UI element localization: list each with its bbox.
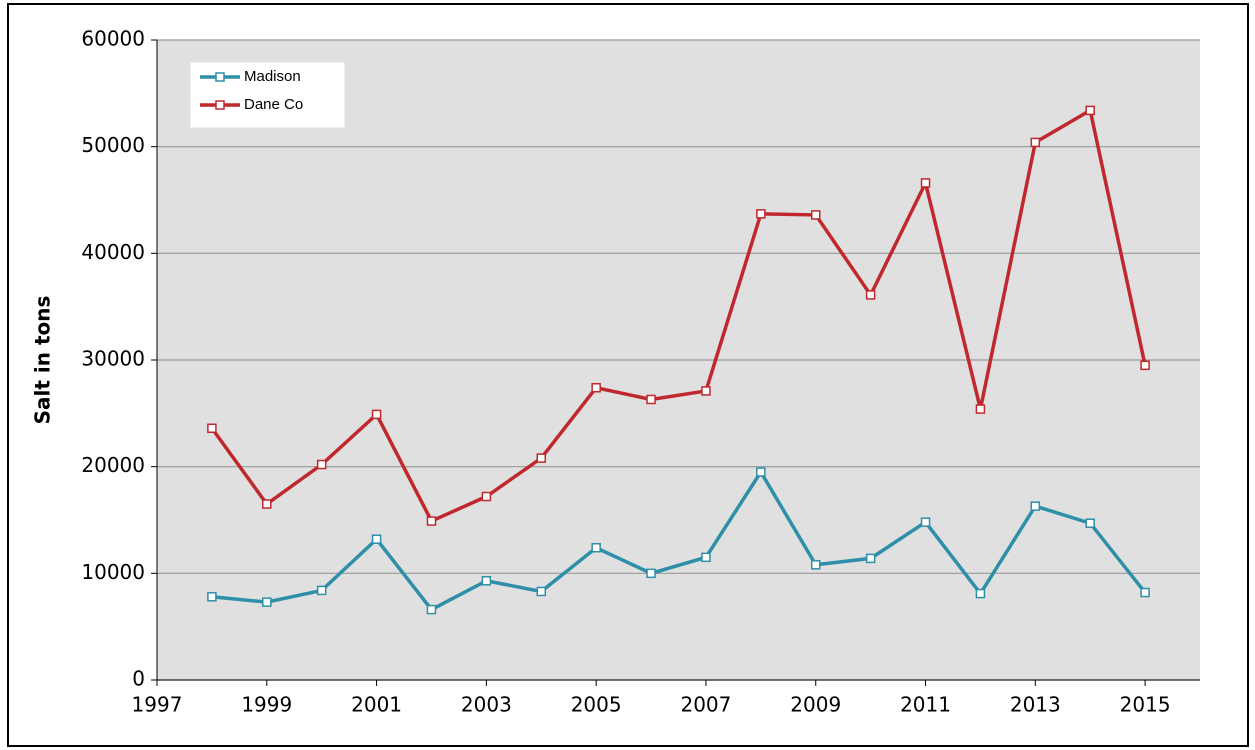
- x-tick-label: 2013: [1010, 693, 1061, 717]
- point-marker: [1030, 501, 1041, 511]
- point-marker: [262, 597, 272, 607]
- legend-label: Madison: [244, 68, 301, 85]
- y-tick-label: 40000: [81, 240, 145, 264]
- point-marker: [1140, 587, 1150, 598]
- x-tick-label: 2007: [680, 693, 731, 717]
- point-marker: [426, 516, 437, 526]
- y-axis-label: Salt in tons: [31, 296, 55, 425]
- point-marker: [646, 394, 656, 405]
- point-marker: [536, 586, 547, 597]
- point-marker: [975, 588, 986, 599]
- point-marker: [756, 467, 766, 477]
- point-marker: [481, 576, 492, 586]
- point-marker: [1085, 518, 1095, 528]
- y-tick-label: 50000: [81, 133, 145, 157]
- y-tick-label: 10000: [81, 560, 145, 584]
- series-line: [211, 468, 1147, 612]
- series-line: [210, 107, 1147, 524]
- point-marker: [316, 459, 327, 470]
- y-tick-label: 30000: [81, 347, 145, 371]
- point-marker: [701, 386, 711, 396]
- point-marker: [1085, 105, 1095, 116]
- point-marker: [646, 568, 656, 579]
- point-marker: [756, 209, 766, 219]
- legend-label: Dane Co: [244, 96, 303, 113]
- x-tick-label: 2011: [900, 693, 951, 717]
- point-marker: [975, 404, 986, 414]
- point-marker: [591, 542, 601, 553]
- x-tick-label: 2001: [351, 693, 402, 717]
- point-marker: [316, 585, 327, 596]
- frame: [7, 3, 1249, 747]
- point-marker: [591, 382, 601, 393]
- point-marker: [1030, 137, 1041, 148]
- point-marker: [810, 560, 821, 570]
- x-tick-label: 1997: [132, 693, 183, 717]
- legend-marker: [215, 72, 225, 82]
- point-marker: [701, 552, 711, 563]
- y-tick-label: 0: [132, 667, 145, 691]
- point-marker: [207, 423, 217, 434]
- point-marker: [1140, 360, 1150, 371]
- point-marker: [207, 592, 217, 602]
- x-tick-label: 1999: [241, 693, 292, 717]
- point-marker: [920, 517, 931, 527]
- y-tick-label: 20000: [81, 453, 145, 477]
- point-marker: [810, 210, 821, 220]
- point-marker: [920, 178, 931, 188]
- y-tick-label: 60000: [81, 27, 145, 51]
- point-marker: [426, 604, 437, 615]
- point-marker: [865, 553, 876, 564]
- point-marker: [371, 534, 382, 544]
- point-marker: [481, 491, 492, 502]
- x-tick-label: 2009: [790, 693, 841, 717]
- legend-marker: [215, 100, 225, 110]
- x-tick-label: 2015: [1120, 693, 1171, 717]
- x-tick-label: 2005: [571, 693, 622, 717]
- point-marker: [536, 453, 547, 463]
- point-marker: [371, 409, 382, 420]
- point-marker: [262, 499, 272, 509]
- point-marker: [865, 290, 876, 300]
- x-tick-label: 2003: [461, 693, 512, 717]
